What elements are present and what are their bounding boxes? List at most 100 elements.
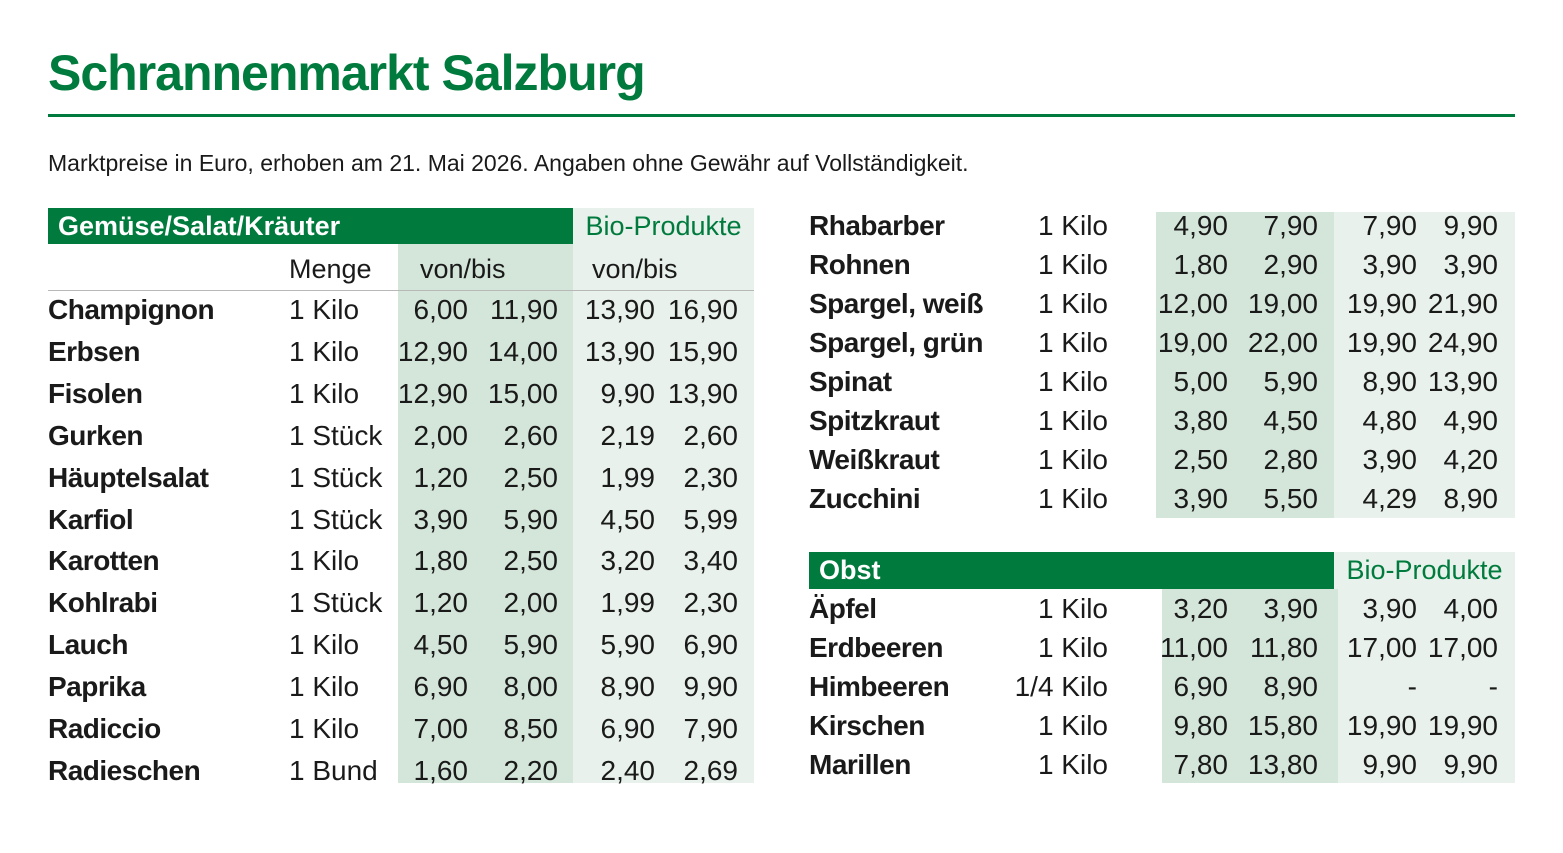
bio-price-von: 19,90: [1346, 327, 1417, 358]
bio-price-bis: 4,00: [1443, 593, 1499, 624]
price-bis: 15,00: [487, 377, 558, 409]
product-name: Kirschen: [809, 710, 925, 741]
product-name: Karotten: [48, 545, 160, 577]
product-name: Marillen: [809, 749, 911, 780]
price-bis: 5,90: [1263, 366, 1319, 397]
conv-price-band: [398, 244, 573, 783]
fruit-bio-band: [1338, 589, 1515, 783]
bio-price-von: 2,19: [600, 419, 656, 451]
price-von: 4,50: [413, 629, 469, 661]
col-header-menge: Menge: [289, 254, 372, 284]
unit: 1 Kilo: [289, 377, 360, 409]
price-bis: 2,60: [503, 419, 559, 451]
product-name: Kohlrabi: [48, 587, 158, 619]
fruit-heading: Obst: [809, 552, 1334, 589]
bio-price-bis: 7,90: [683, 713, 739, 744]
col-header-bio: von/bis: [592, 254, 678, 284]
bio-price-von: 1,99: [600, 461, 656, 493]
bio-price-von: 8,90: [600, 671, 656, 703]
unit: 1 Kilo: [289, 545, 360, 577]
price-von: 4,90: [1173, 210, 1229, 241]
subtitle: Marktpreise in Euro, erhoben am 21. Mai …: [48, 150, 969, 176]
unit: 1 Bund: [289, 754, 378, 786]
product-name: Zucchini: [809, 483, 921, 514]
product-name: Spinat: [809, 366, 892, 397]
unit: 1 Stück: [289, 419, 383, 451]
price-bis: 2,20: [503, 754, 559, 786]
unit: 1 Kilo: [1037, 288, 1108, 319]
bio-price-bis: 9,90: [1443, 210, 1499, 241]
title-rule: [48, 114, 1515, 117]
product-name: Lauch: [48, 629, 128, 661]
bio-price-von: 9,90: [600, 377, 656, 409]
vegetables-bio-heading: Bio-Produkte: [573, 208, 754, 244]
product-name: Erdbeeren: [809, 632, 944, 663]
price-bis: 22,00: [1247, 327, 1318, 358]
price-von: 3,90: [1173, 483, 1229, 514]
price-von: 1,60: [413, 754, 469, 786]
price-von: 3,80: [1173, 405, 1229, 436]
bio-price-bis: 5,99: [683, 503, 739, 535]
unit: 1 Stück: [289, 461, 383, 493]
price-von: 2,50: [1173, 444, 1229, 475]
price-bis: 5,90: [503, 629, 559, 661]
unit: 1 Kilo: [1037, 405, 1108, 436]
price-von: 1,80: [1173, 249, 1229, 280]
unit: 1 Kilo: [289, 713, 360, 744]
bio-price-bis: 13,90: [667, 377, 738, 409]
price-von: 3,90: [413, 503, 469, 535]
bio-price-von: 13,90: [584, 335, 655, 367]
product-name: Gurken: [48, 419, 144, 451]
price-von: 12,90: [397, 377, 468, 409]
unit: 1 Kilo: [1037, 327, 1108, 358]
product-name: Äpfel: [809, 593, 877, 624]
price-bis: 2,00: [503, 587, 559, 619]
price-von: 6,90: [1173, 671, 1229, 702]
price-bis: 2,50: [503, 461, 559, 493]
bio-price-bis: 16,90: [667, 294, 738, 325]
fruit-conv-band: [1162, 589, 1338, 783]
unit: 1 Kilo: [1037, 710, 1108, 741]
product-name: Himbeeren: [809, 671, 950, 702]
bio-price-band: [573, 244, 754, 783]
product-name: Weißkraut: [809, 444, 940, 475]
bio-price-band-2: [1334, 212, 1515, 518]
product-name: Radieschen: [48, 754, 201, 786]
price-von: 5,00: [1173, 366, 1229, 397]
price-von: 6,00: [413, 294, 469, 325]
unit: 1 Kilo: [1037, 483, 1108, 514]
product-name: Fisolen: [48, 377, 143, 409]
price-von: 7,00: [413, 713, 469, 744]
unit: 1 Kilo: [289, 629, 360, 661]
price-bis: 5,90: [503, 503, 559, 535]
unit: 1 Kilo: [1037, 749, 1108, 780]
unit: 1 Kilo: [1037, 210, 1108, 241]
product-name: Erbsen: [48, 335, 140, 367]
bio-price-bis: 19,90: [1427, 710, 1498, 741]
price-bis: 8,00: [503, 671, 559, 703]
bio-price-bis: 2,30: [683, 587, 739, 619]
price-von: 11,00: [1160, 632, 1228, 663]
bio-price-von: 13,90: [584, 294, 655, 325]
bio-price-von: 4,50: [600, 503, 656, 535]
bio-price-bis: 3,90: [1443, 249, 1499, 280]
product-name: Paprika: [48, 671, 146, 703]
bio-price-bis: 2,69: [683, 754, 739, 786]
bio-price-bis: 4,20: [1443, 444, 1499, 475]
bio-price-bis: 2,30: [683, 461, 739, 493]
product-name: Rhabarber: [809, 210, 945, 241]
bio-price-von: 19,90: [1346, 710, 1417, 741]
conv-price-band-2: [1156, 212, 1334, 518]
bio-price-bis: -: [1488, 671, 1498, 702]
bio-price-von: 9,90: [1362, 749, 1418, 780]
bio-price-bis: 3,40: [683, 545, 739, 577]
bio-price-von: 4,29: [1362, 483, 1418, 514]
unit: 1/4 Kilo: [1014, 671, 1108, 702]
bio-price-von: 1,99: [600, 587, 656, 619]
header-rule: [48, 290, 754, 291]
price-bis: 5,50: [1263, 483, 1319, 514]
unit: 1 Kilo: [289, 335, 360, 367]
price-bis: 2,50: [503, 545, 559, 577]
product-name: Häuptelsalat: [48, 461, 209, 493]
bio-price-von: 6,90: [600, 713, 656, 744]
